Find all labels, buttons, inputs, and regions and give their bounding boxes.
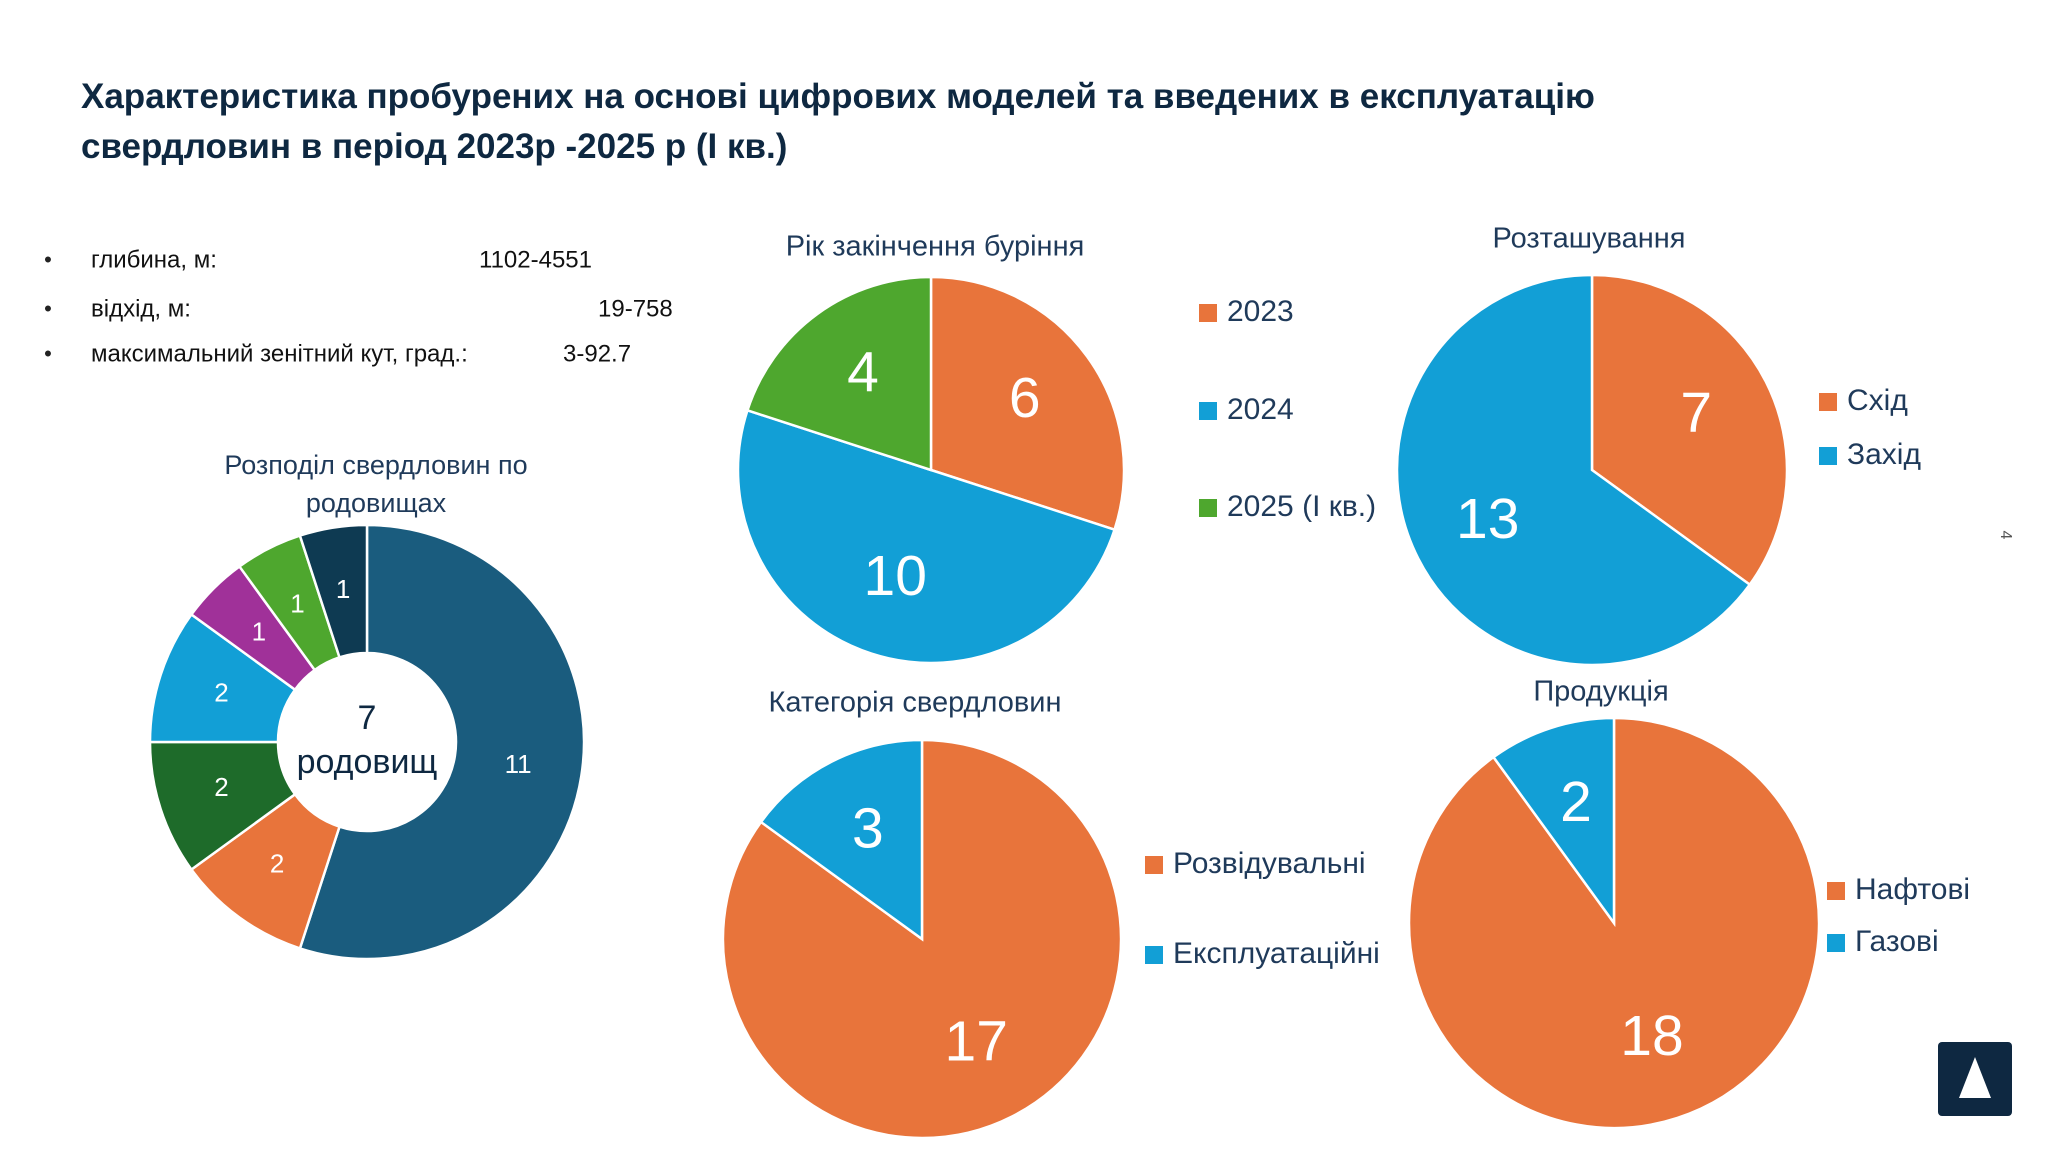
data-label: 2	[1560, 770, 1592, 834]
chart-title: Категорія свердловин	[769, 687, 1062, 719]
data-label: 2	[270, 849, 284, 879]
legend-label: Газові	[1855, 925, 1939, 958]
data-label: 7	[1680, 381, 1712, 445]
legend-marker	[1827, 934, 1845, 952]
slice	[929, 275, 1126, 532]
bullet-label: глибина, м:	[91, 246, 217, 273]
legend-marker	[1199, 402, 1217, 420]
chart-title: Рік закінчення буріння	[786, 231, 1085, 263]
data-label: 6	[1009, 366, 1041, 430]
slice	[745, 275, 933, 472]
legend-label: Захід	[1847, 438, 1921, 471]
chart-title: Продукція	[1533, 676, 1668, 708]
data-label: 2	[214, 678, 228, 708]
bullet-dot: •	[44, 341, 52, 366]
legend-marker	[1199, 304, 1217, 322]
data-label: 13	[1456, 487, 1519, 551]
legend-label: Схід	[1847, 384, 1908, 417]
legend-marker	[1145, 856, 1163, 874]
page-number: 4	[1997, 531, 2014, 540]
legend-marker	[1145, 946, 1163, 964]
legend-label: Нафтові	[1855, 873, 1970, 906]
slice	[1395, 273, 1752, 667]
slice	[1590, 273, 1789, 587]
data-label: 3	[852, 797, 884, 861]
bullet-label: максимальний зенітний кут, град.:	[91, 340, 468, 367]
legend-label: Розвідувальні	[1173, 847, 1366, 880]
bullet-value: 3-92.7	[563, 340, 631, 367]
bullet-value: 1102-4551	[479, 246, 592, 273]
legend-label: Експлуатаційні	[1173, 937, 1380, 970]
center-label: родовищ	[297, 743, 438, 781]
data-label: 17	[945, 1009, 1008, 1073]
center-label: 7	[358, 699, 377, 737]
bullet-dot: •	[44, 296, 52, 321]
legend-marker	[1199, 499, 1217, 517]
slice	[298, 523, 369, 659]
legend-marker	[1819, 393, 1837, 411]
bullet-value: 19-758	[598, 295, 673, 322]
data-label: 1	[252, 617, 266, 647]
chart-title: Розподіл свердловин по родовищах	[224, 450, 528, 518]
data-label: 4	[847, 340, 879, 404]
data-label: 18	[1620, 1004, 1683, 1068]
legend-marker	[1827, 882, 1845, 900]
legend-label: 2024	[1227, 393, 1294, 426]
slice	[737, 408, 1117, 664]
data-label: 10	[864, 544, 927, 608]
data-label: 2	[214, 772, 228, 802]
data-label: 1	[290, 589, 304, 619]
slice	[759, 738, 924, 942]
slice	[298, 523, 586, 961]
data-label: 1	[336, 574, 350, 604]
legend-marker	[1819, 447, 1837, 465]
slide-title: Характеристика пробурених на основі цифр…	[81, 77, 1595, 166]
data-label: 11	[505, 749, 532, 779]
chart-title: Розташування	[1493, 223, 1686, 255]
legend-label: 2023	[1227, 295, 1294, 328]
slice	[1491, 716, 1616, 927]
legend-label: 2025 (І кв.)	[1227, 490, 1376, 523]
bullet-dot: •	[44, 247, 52, 272]
bullet-label: відхід, м:	[91, 295, 191, 322]
logo	[1938, 1042, 2012, 1116]
